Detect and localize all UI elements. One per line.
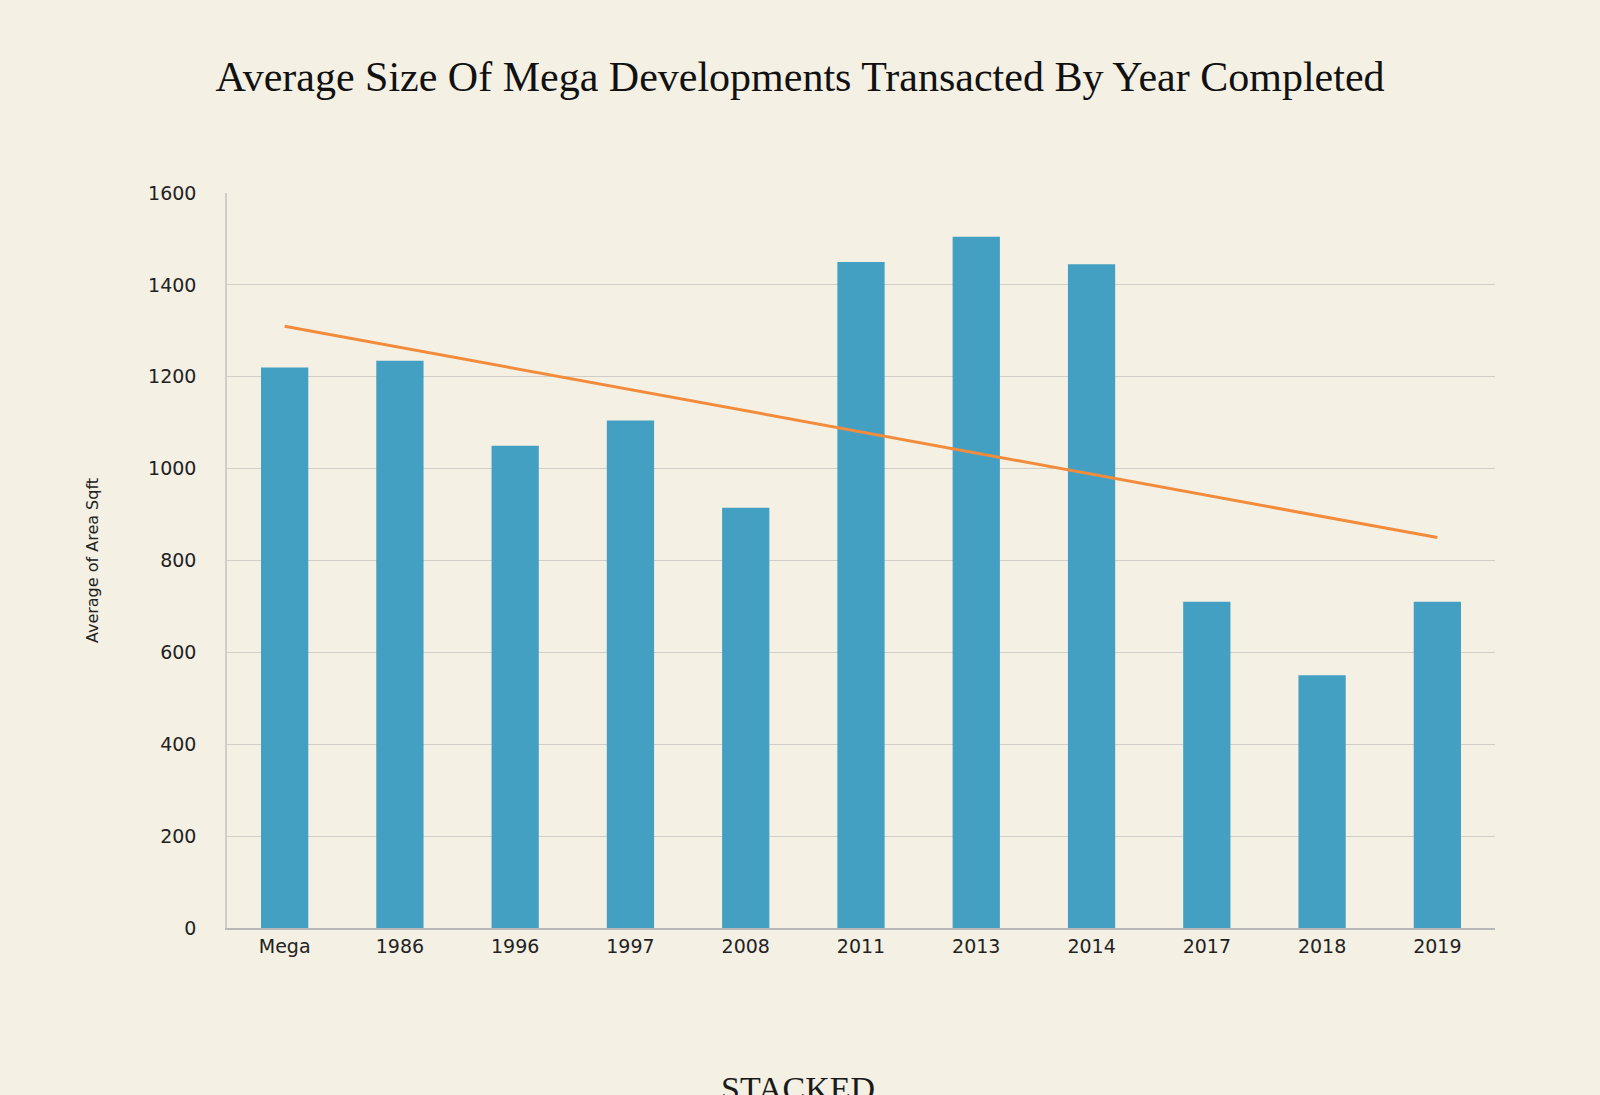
svg-text:2014: 2014 [1067, 935, 1115, 957]
svg-text:1600: 1600 [148, 182, 196, 204]
svg-text:Mega: Mega [259, 935, 311, 957]
svg-text:1986: 1986 [376, 935, 424, 957]
svg-text:1996: 1996 [491, 935, 539, 957]
svg-text:400: 400 [160, 733, 196, 755]
svg-text:Average Size Of Mega Developme: Average Size Of Mega Developments Transa… [215, 54, 1384, 100]
svg-text:1997: 1997 [606, 935, 654, 957]
svg-text:STACKED: STACKED [721, 1070, 875, 1095]
svg-text:1400: 1400 [148, 274, 196, 296]
svg-text:2017: 2017 [1183, 935, 1231, 957]
svg-text:2013: 2013 [952, 935, 1000, 957]
svg-text:0: 0 [184, 917, 196, 939]
svg-text:Average of Area Sqft: Average of Area Sqft [83, 478, 102, 643]
svg-text:200: 200 [160, 825, 196, 847]
svg-text:1000: 1000 [148, 457, 196, 479]
svg-text:2008: 2008 [722, 935, 770, 957]
svg-text:2018: 2018 [1298, 935, 1346, 957]
svg-text:2019: 2019 [1413, 935, 1461, 957]
svg-text:1200: 1200 [148, 365, 196, 387]
svg-text:2011: 2011 [837, 935, 885, 957]
svg-text:800: 800 [160, 549, 196, 571]
svg-text:600: 600 [160, 641, 196, 663]
